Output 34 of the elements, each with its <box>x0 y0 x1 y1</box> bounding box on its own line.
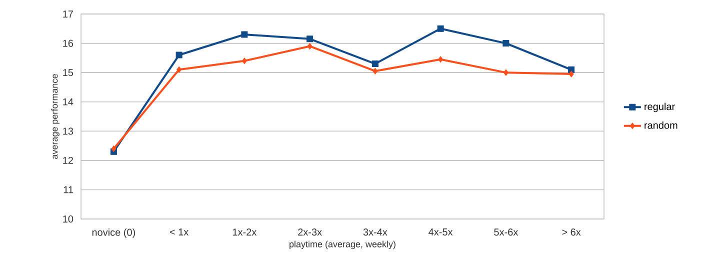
y-tick-label: 15 <box>63 69 74 76</box>
point <box>568 70 574 78</box>
point <box>372 60 378 68</box>
point <box>176 66 182 73</box>
x-tick-label: novice (0) <box>92 228 136 238</box>
point <box>438 56 444 63</box>
y-tick-label: 10 <box>63 215 74 223</box>
legend-label: random <box>644 122 678 129</box>
y-tick-label: 16 <box>63 40 74 47</box>
y-tick-label: 12 <box>63 156 73 164</box>
point <box>372 68 378 74</box>
point <box>306 36 314 42</box>
x-tick-label: < 1x <box>170 228 189 236</box>
point <box>111 145 116 152</box>
y-tick-label: 13 <box>63 128 74 135</box>
point <box>437 25 444 32</box>
point <box>242 58 247 64</box>
point <box>502 40 510 47</box>
x-tick-label: 1x-2x <box>232 228 257 236</box>
y-tick-label: 17 <box>63 10 73 18</box>
x-tick-label: 2x-3x <box>298 228 322 236</box>
point <box>307 42 312 50</box>
y-tick-label: 11 <box>64 186 73 194</box>
x-tick-label: 5x-6x <box>494 228 518 236</box>
x-tick-label: > 6x <box>562 228 581 236</box>
point <box>241 31 248 38</box>
x-axis-title: playtime (average, weekly) <box>290 240 396 250</box>
y-axis-title: average performance <box>51 74 60 159</box>
point <box>503 69 508 76</box>
x-tick-label: 3x-4x <box>363 228 388 236</box>
y-tick-label: 14 <box>63 98 74 106</box>
point <box>176 52 182 58</box>
legend-label: regular <box>644 102 675 112</box>
x-tick-label: 4x-5x <box>428 228 453 236</box>
